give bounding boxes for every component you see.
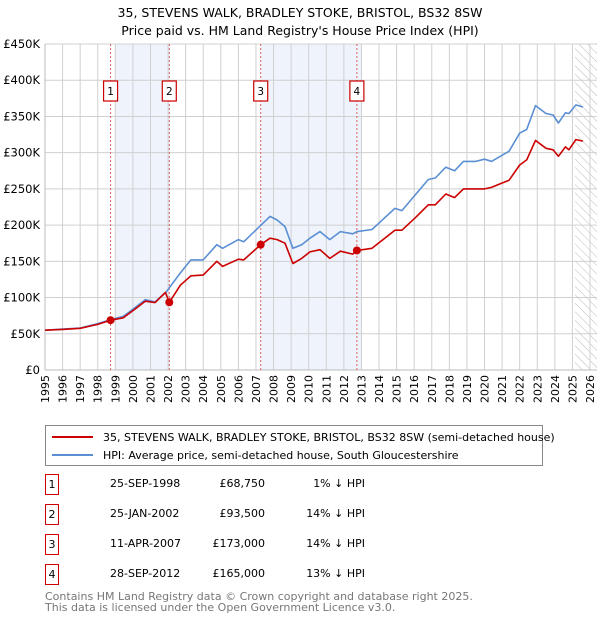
x-tick-label: 2013	[355, 375, 368, 403]
x-tick-label: 2018	[443, 375, 456, 403]
sale-number-badge: 1	[45, 474, 59, 495]
sale-number-box	[253, 80, 269, 102]
y-tick-label: £400K	[3, 73, 40, 87]
sale-number-label: 4	[354, 86, 361, 98]
sale-number-box	[349, 80, 365, 102]
y-tick-label: £200K	[3, 218, 40, 232]
shaded-period	[260, 44, 362, 370]
x-tick-label: 2007	[250, 375, 263, 403]
x-tick-label: 2023	[531, 375, 544, 403]
x-tick-label: 2020	[479, 375, 492, 403]
x-tick-label: 2008	[268, 375, 281, 403]
sale-date: 11-APR-2007	[110, 537, 182, 550]
x-tick-label: 2006	[232, 375, 245, 403]
y-tick-label: £100K	[3, 291, 40, 305]
y-tick-label: £150K	[3, 254, 40, 268]
x-tick-label: 2024	[549, 375, 562, 403]
x-tick-label: 2004	[197, 375, 210, 403]
x-tick-label: 1996	[57, 375, 70, 403]
sale-number-box	[161, 80, 177, 102]
sale-point	[352, 246, 361, 255]
x-tick-label: 2021	[496, 375, 509, 403]
table-row: 1 25-SEP-1998 £68,750 1% ↓ HPI	[45, 474, 445, 495]
x-tick-label: 2012	[338, 375, 351, 403]
sale-number-badge: 2	[45, 504, 59, 525]
sale-hpi-diff: 1% ↓ HPI	[313, 477, 365, 490]
x-tick-label: 2000	[127, 375, 140, 403]
chart-legend: 35, STEVENS WALK, BRADLEY STOKE, BRISTOL…	[45, 425, 555, 466]
price-series-line	[44, 138, 584, 331]
sale-number-badge: 3	[45, 534, 59, 555]
legend-swatch-hpi	[52, 454, 93, 456]
sale-date: 28-SEP-2012	[110, 567, 181, 580]
x-tick-label: 2016	[408, 375, 421, 403]
legend-label-hpi: HPI: Average price, semi-detached house,…	[103, 448, 459, 462]
sale-number-box	[102, 80, 119, 102]
legend-item-hpi: HPI: Average price, semi-detached house,…	[52, 447, 459, 463]
x-tick-label: 2022	[514, 375, 527, 403]
x-tick-label: 1997	[74, 375, 87, 403]
sale-number-label: 3	[257, 86, 264, 98]
footer-copyright: Contains HM Land Registry data © Crown c…	[45, 590, 473, 603]
sale-hpi-diff: 14% ↓ HPI	[306, 507, 365, 520]
y-tick-label: £300K	[3, 146, 40, 160]
sale-hpi-diff: 13% ↓ HPI	[306, 567, 365, 580]
forecast-hatch	[575, 44, 597, 370]
sale-price: £68,750	[219, 477, 266, 490]
x-tick-label: 2025	[566, 375, 579, 403]
sale-price: £93,500	[219, 507, 266, 520]
y-tick-label: £50K	[11, 327, 41, 341]
x-tick-label: 2015	[391, 375, 404, 403]
sale-number-label: 1	[107, 86, 114, 98]
shaded-period	[115, 44, 170, 370]
sale-price: £173,000	[212, 537, 266, 550]
sale-hpi-diff: 14% ↓ HPI	[306, 537, 365, 550]
y-tick-label: £250K	[3, 182, 40, 196]
x-tick-label: 1995	[39, 375, 52, 403]
legend-item-price: 35, STEVENS WALK, BRADLEY STOKE, BRISTOL…	[52, 429, 555, 445]
sale-point	[256, 240, 265, 249]
chart-subtitle: Price paid vs. HM Land Registry's House …	[121, 23, 478, 38]
x-tick-label: 2003	[180, 375, 193, 403]
x-tick-label: 2014	[373, 375, 386, 403]
sale-number-badge: 4	[45, 564, 59, 585]
chart-title: 35, STEVENS WALK, BRADLEY STOKE, BRISTOL…	[118, 5, 483, 20]
table-row: 3 11-APR-2007 £173,000 14% ↓ HPI	[45, 534, 445, 555]
sale-price: £165,000	[212, 567, 266, 580]
x-tick-label: 2005	[215, 375, 228, 403]
x-tick-label: 2009	[285, 375, 298, 403]
sale-point	[106, 316, 115, 325]
x-tick-label: 2010	[303, 375, 316, 403]
price-chart: 35, STEVENS WALK, BRADLEY STOKE, BRISTOL…	[3, 5, 597, 403]
y-tick-label: £450K	[3, 37, 40, 51]
legend-label-price: 35, STEVENS WALK, BRADLEY STOKE, BRISTOL…	[103, 430, 555, 444]
y-tick-label: £0	[25, 363, 40, 377]
table-row: 4 28-SEP-2012 £165,000 13% ↓ HPI	[45, 564, 445, 585]
sale-number-label: 2	[166, 86, 173, 98]
sale-date: 25-JAN-2002	[110, 507, 180, 520]
x-tick-label: 2011	[320, 375, 333, 403]
x-tick-label: 2001	[144, 375, 157, 403]
x-tick-label: 2017	[426, 375, 439, 403]
sale-date: 25-SEP-1998	[110, 477, 181, 490]
footer-licence: This data is licensed under the Open Gov…	[45, 601, 396, 614]
x-tick-label: 1999	[109, 375, 122, 403]
x-tick-label: 2026	[584, 375, 597, 403]
x-tick-label: 1998	[92, 375, 105, 403]
sale-point	[165, 298, 174, 307]
y-tick-label: £350K	[3, 109, 40, 123]
table-row: 2 25-JAN-2002 £93,500 14% ↓ HPI	[45, 504, 445, 525]
x-tick-label: 2019	[461, 375, 474, 403]
legend-swatch-price	[52, 436, 93, 438]
x-tick-label: 2002	[162, 375, 175, 403]
